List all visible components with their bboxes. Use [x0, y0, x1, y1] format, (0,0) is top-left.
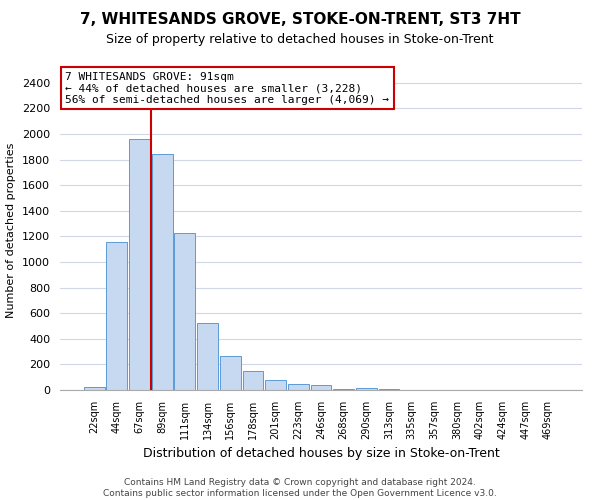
Text: Contains HM Land Registry data © Crown copyright and database right 2024.
Contai: Contains HM Land Registry data © Crown c… [103, 478, 497, 498]
Bar [152, 154, 173, 390]
Bar [311, 385, 331, 390]
Bar [333, 389, 354, 390]
Bar [175, 233, 196, 390]
Bar [288, 384, 309, 390]
Bar [242, 371, 263, 390]
X-axis label: Distribution of detached houses by size in Stoke-on-Trent: Distribution of detached houses by size … [143, 448, 499, 460]
Bar [129, 139, 150, 390]
Y-axis label: Number of detached properties: Number of detached properties [7, 142, 16, 318]
Bar [356, 388, 377, 390]
Bar [106, 242, 127, 390]
Text: Size of property relative to detached houses in Stoke-on-Trent: Size of property relative to detached ho… [106, 32, 494, 46]
Bar [197, 324, 218, 390]
Text: 7 WHITESANDS GROVE: 91sqm
← 44% of detached houses are smaller (3,228)
56% of se: 7 WHITESANDS GROVE: 91sqm ← 44% of detac… [65, 72, 389, 105]
Bar [265, 380, 286, 390]
Text: 7, WHITESANDS GROVE, STOKE-ON-TRENT, ST3 7HT: 7, WHITESANDS GROVE, STOKE-ON-TRENT, ST3… [80, 12, 520, 28]
Bar [220, 356, 241, 390]
Bar [84, 387, 104, 390]
